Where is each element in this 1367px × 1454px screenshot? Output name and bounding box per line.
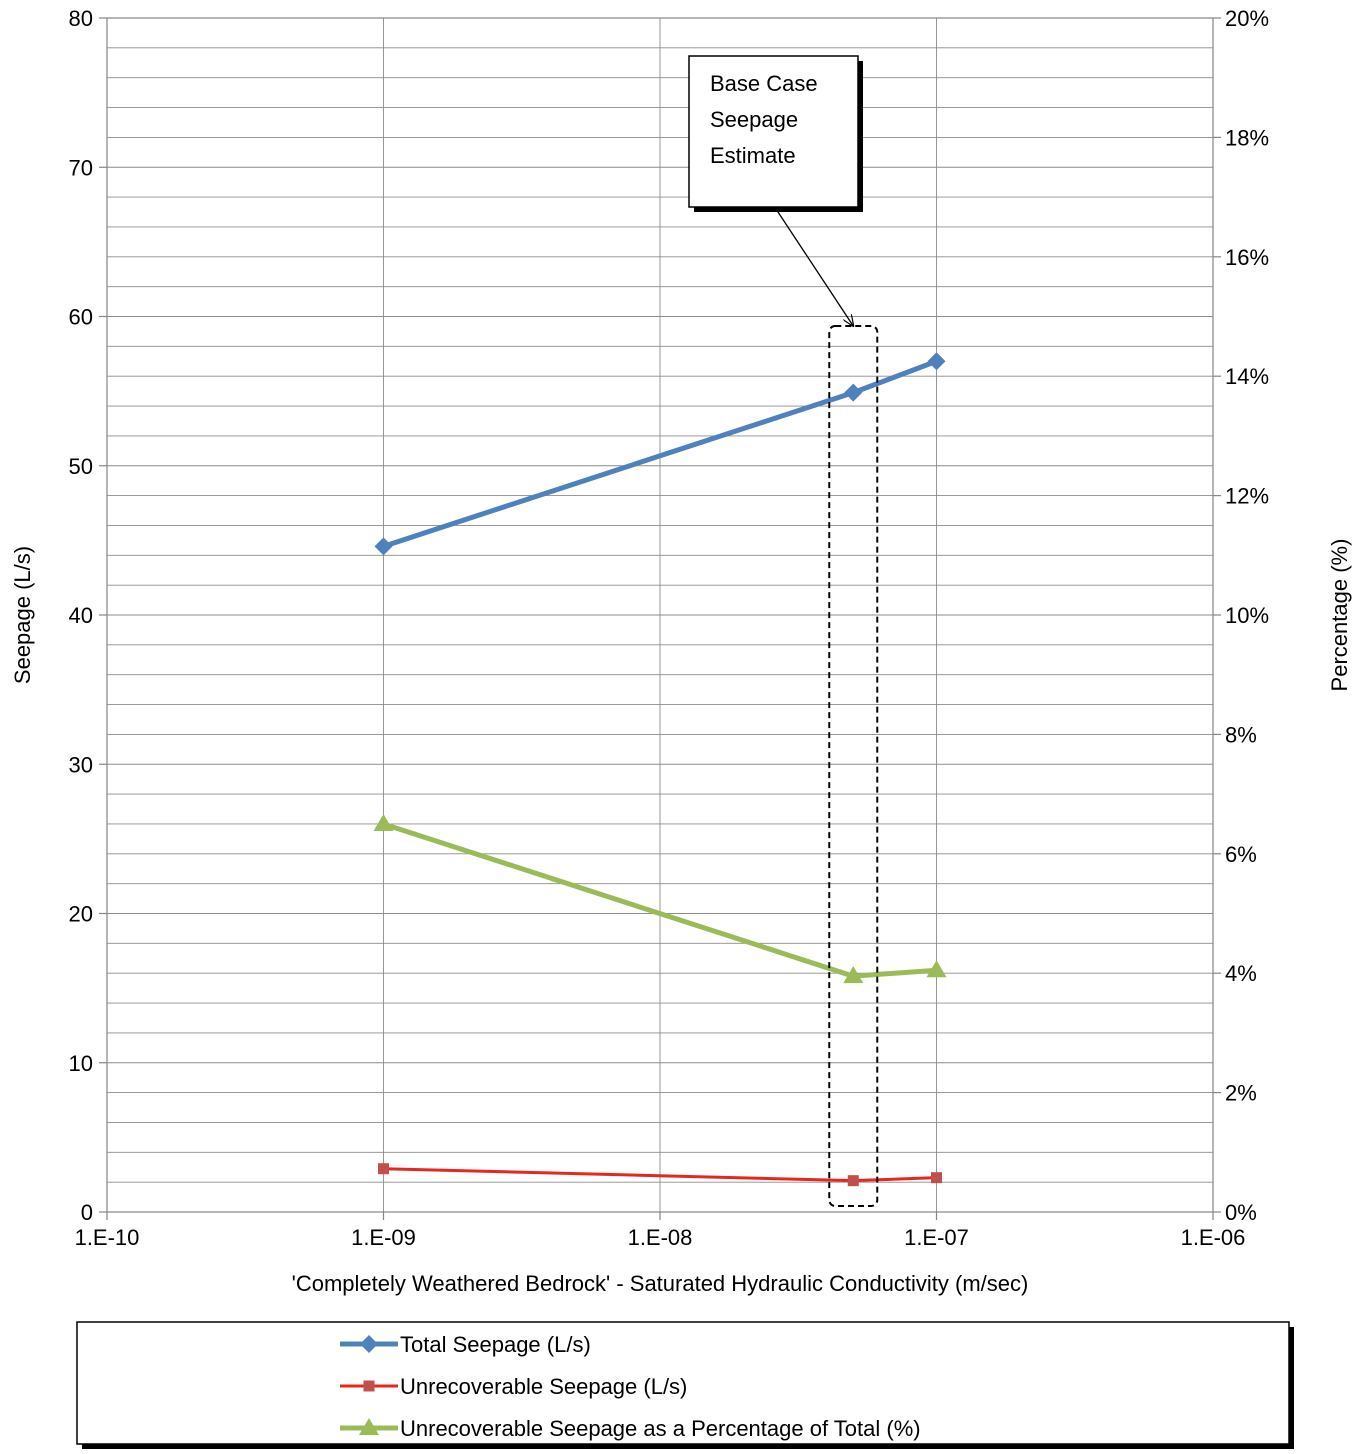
y-tick-label: 20 <box>69 902 93 927</box>
y2-tick-label: 10% <box>1225 603 1269 628</box>
legend-label: Unrecoverable Seepage (L/s) <box>400 1374 687 1399</box>
data-point-1 <box>374 537 393 556</box>
legend: Total Seepage (L/s) Unrecoverable Seepage… <box>76 1321 1294 1449</box>
data-point-3 <box>373 813 394 831</box>
x-axis-label: 'Completely Weathered Bedrock' - Saturat… <box>292 1271 1029 1296</box>
legend-box <box>76 1321 1290 1445</box>
y-tick-label: 70 <box>69 155 93 180</box>
callout-text: Seepage <box>710 107 798 132</box>
x-tick-label: 1.E-06 <box>1181 1225 1246 1250</box>
data-point-2 <box>847 1175 859 1187</box>
data-point-2 <box>931 1172 942 1184</box>
callout-text: Estimate <box>710 143 796 168</box>
x-tick-label: 1.E-07 <box>904 1225 969 1250</box>
axes: 0 10 20 30 40 50 60 70 80 0% 2% 4% 6% 8% 10% 12% 14% 16% 1… <box>10 6 1352 1296</box>
y2-tick-label: 14% <box>1225 364 1269 389</box>
base-case-highlight-box <box>828 325 879 1207</box>
y2-tick-label: 6% <box>1225 842 1257 867</box>
y-tick-label: 0 <box>81 1200 93 1225</box>
legend-label: Total Seepage (L/s) <box>400 1332 591 1357</box>
data-point-3 <box>926 960 947 978</box>
y2-tick-label: 20% <box>1225 6 1269 31</box>
grid <box>107 18 1213 1212</box>
y-tick-label: 50 <box>69 454 93 479</box>
callout-text: Base Case <box>710 71 818 96</box>
legend-marker-1 <box>360 1335 378 1353</box>
x-tick-label: 1.E-09 <box>351 1225 416 1250</box>
data-point-1 <box>844 383 863 402</box>
legend-label: Unrecoverable Seepage as a Percentage of… <box>400 1416 921 1441</box>
x-tick-label: 1.E-10 <box>75 1225 140 1250</box>
data-point-2 <box>378 1163 389 1175</box>
y2-tick-label: 0% <box>1225 1200 1257 1225</box>
y-tick-label: 60 <box>69 305 93 330</box>
x-tick-label: 1.E-08 <box>628 1225 693 1250</box>
y2-tick-label: 4% <box>1225 961 1257 986</box>
y2-tick-label: 16% <box>1225 245 1269 270</box>
y-tick-label: 10 <box>69 1051 93 1076</box>
y2-tick-label: 8% <box>1225 722 1257 747</box>
annotation-group: Base Case Seepage Estimate <box>688 55 879 1207</box>
y2-tick-label: 12% <box>1225 484 1269 509</box>
series-group <box>373 352 947 1187</box>
y-tick-label: 80 <box>69 6 93 31</box>
y-axis-label: Seepage (L/s) <box>10 546 35 684</box>
callout-arrow <box>775 208 853 326</box>
y2-tick-label: 18% <box>1225 125 1269 150</box>
data-point-1 <box>927 352 946 371</box>
legend-marker-3 <box>359 1418 379 1435</box>
data-point-3 <box>843 966 864 984</box>
callout-box <box>688 55 859 208</box>
y2-axis-label: Percentage (%) <box>1327 539 1352 692</box>
legend-marker-2 <box>363 1380 375 1392</box>
y-tick-label: 30 <box>69 752 93 777</box>
y2-tick-label: 2% <box>1225 1081 1257 1106</box>
y-tick-label: 40 <box>69 603 93 628</box>
